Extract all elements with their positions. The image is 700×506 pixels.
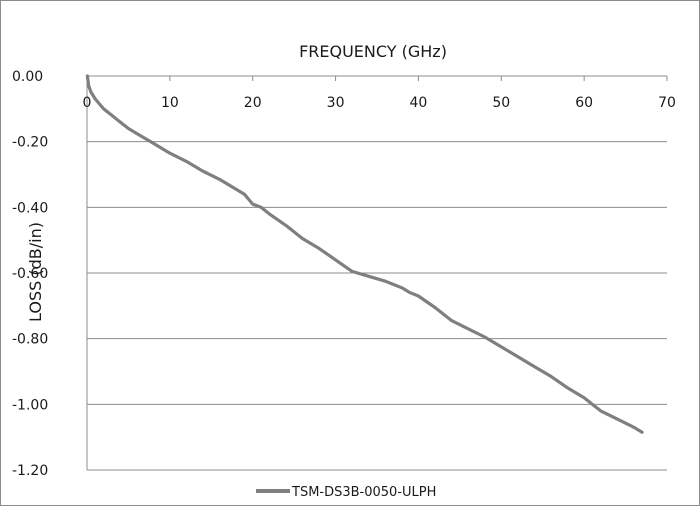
y-tick-label-0: 0.00 [12,69,43,85]
x-tick-label-6: 60 [575,95,593,111]
legend-label: TSM-DS3B-0050-ULPH [291,485,436,500]
series-line-0 [85,74,644,434]
x-tick-label-2: 20 [244,95,262,111]
x-tick-label-1: 10 [161,95,179,111]
y-tick-label-2: -0.40 [12,200,48,216]
x-tick-label-7: 70 [658,95,676,111]
series-layer [85,74,644,434]
chart-title: FREQUENCY (GHz) [299,42,447,61]
y-tick-label-4: -0.80 [12,332,48,348]
legend: TSM-DS3B-0050-ULPH [256,485,436,500]
y-axis-label: LOSS (dB/in) [26,222,45,322]
grid-lines [87,75,667,471]
tick-labels: 0.00 -0.20 -0.40 -0.60 -0.80 -1.00 -1.20 0 10 20 3… [12,69,676,479]
y-tick-label-3: -0.60 [12,266,48,282]
x-tick-label-3: 30 [327,95,345,111]
x-tick-label-5: 50 [492,95,510,111]
x-tick-label-4: 40 [410,95,428,111]
y-tick-label-6: -1.20 [12,463,48,479]
y-tick-label-1: -0.20 [12,135,48,151]
y-tick-label-5: -1.00 [12,397,48,413]
x-tick-label-0: 0 [83,95,92,111]
